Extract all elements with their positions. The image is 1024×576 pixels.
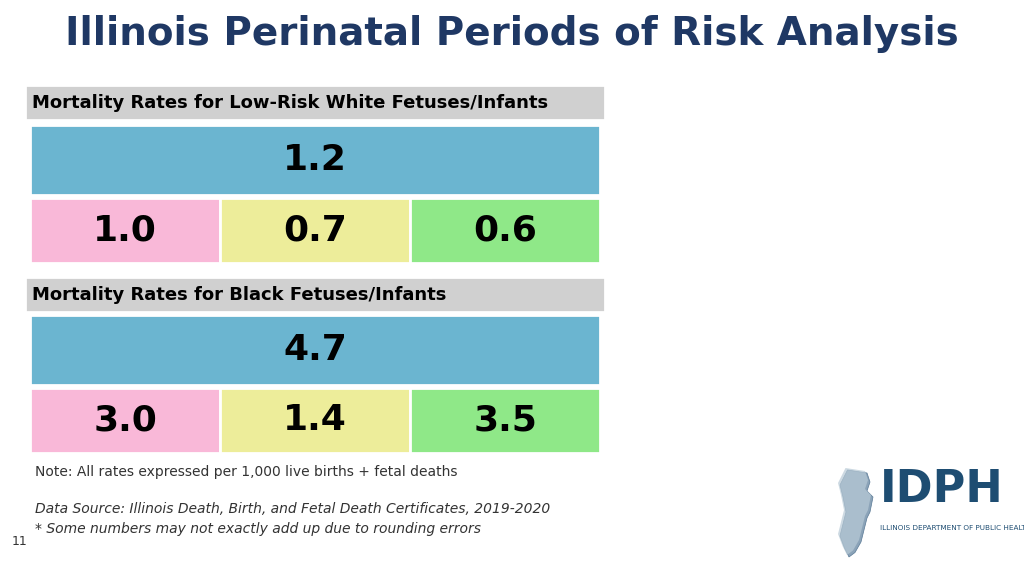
Bar xyxy=(25,85,605,120)
Bar xyxy=(30,388,220,453)
Text: 1.0: 1.0 xyxy=(93,214,157,248)
Text: Data Source: Illinois Death, Birth, and Fetal Death Certificates, 2019-2020: Data Source: Illinois Death, Birth, and … xyxy=(35,502,550,516)
Bar xyxy=(30,125,600,195)
Text: Note: All rates expressed per 1,000 live births + fetal deaths: Note: All rates expressed per 1,000 live… xyxy=(35,465,458,479)
Bar xyxy=(410,388,600,453)
Bar xyxy=(30,198,220,263)
Text: 1.4: 1.4 xyxy=(283,404,347,438)
Text: Illinois Perinatal Periods of Risk Analysis: Illinois Perinatal Periods of Risk Analy… xyxy=(66,15,958,53)
Bar xyxy=(410,198,600,263)
Text: 1.2: 1.2 xyxy=(283,143,347,177)
Bar xyxy=(25,277,605,312)
Polygon shape xyxy=(840,470,873,557)
Text: Mortality Rates for Black Fetuses/Infants: Mortality Rates for Black Fetuses/Infant… xyxy=(32,286,446,304)
Text: ILLINOIS DEPARTMENT OF PUBLIC HEALTH: ILLINOIS DEPARTMENT OF PUBLIC HEALTH xyxy=(880,525,1024,531)
Text: * Some numbers may not exactly add up due to rounding errors: * Some numbers may not exactly add up du… xyxy=(35,522,481,536)
Bar xyxy=(220,198,410,263)
Text: 3.0: 3.0 xyxy=(93,404,157,438)
Text: Mortality Rates for Low-Risk White Fetuses/Infants: Mortality Rates for Low-Risk White Fetus… xyxy=(32,93,548,112)
Text: IDPH: IDPH xyxy=(880,468,1004,511)
Text: 0.6: 0.6 xyxy=(473,214,537,248)
Bar xyxy=(220,388,410,453)
Text: 3.5: 3.5 xyxy=(473,404,537,438)
Text: 11: 11 xyxy=(12,535,28,548)
Text: 4.7: 4.7 xyxy=(283,333,347,367)
Text: 0.7: 0.7 xyxy=(283,214,347,248)
Polygon shape xyxy=(838,468,871,555)
Bar xyxy=(30,315,600,385)
